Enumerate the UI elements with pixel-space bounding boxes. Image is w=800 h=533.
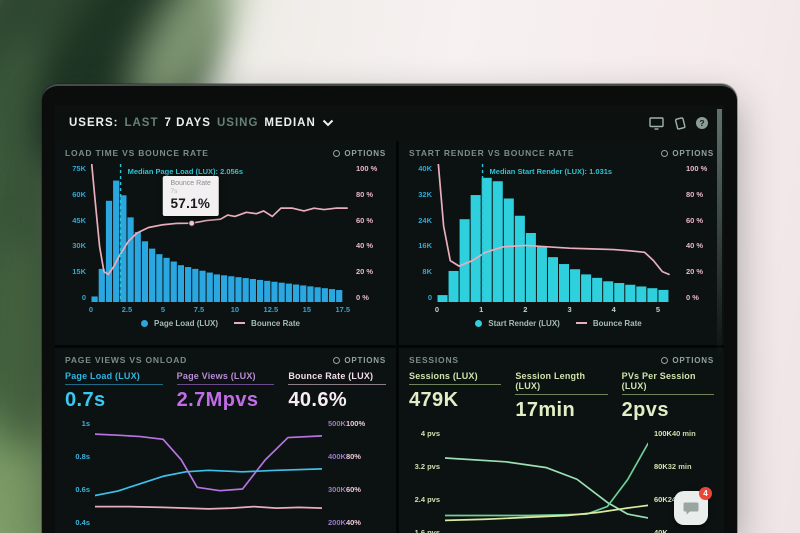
legend-line-icon — [575, 322, 587, 324]
panel-start-render: START RENDER VS BOUNCE RATE OPTIONS 40K 3… — [399, 141, 724, 345]
mobile-rotate-icon[interactable] — [673, 116, 687, 130]
laptop: USERS: LAST 7 DAYS USING MEDIAN ? — [42, 84, 737, 533]
metric-page-views[interactable]: Page Views (LUX) 2.7Mpvs — [176, 371, 275, 412]
median-annotation: Median Page Load (LUX): 2.056s — [127, 167, 244, 176]
desktop-icon[interactable] — [649, 116, 664, 130]
metric-value: 17min — [515, 399, 576, 421]
filter-segment: 7 DAYS — [164, 117, 211, 129]
metric-value: 2pvs — [621, 399, 669, 421]
chart-legend: Start Render (LUX) Bounce Rate — [437, 315, 680, 331]
y-axis-right: 100 % 80 % 60 % 40 % 20 % 0 % — [686, 164, 708, 302]
gear-icon — [333, 149, 341, 157]
users-filter-dropdown[interactable]: USERS: LAST 7 DAYS USING MEDIAN — [69, 117, 334, 129]
metric-value: 40.6% — [288, 389, 348, 411]
chat-widget-button[interactable]: 4 — [674, 487, 712, 525]
chart-legend: Page Load (LUX) Bounce Rate — [91, 315, 350, 331]
y-axis-left: 40K 32K 24K 16K 8K 0 — [418, 164, 432, 302]
panel-load-time: LOAD TIME VS BOUNCE RATE OPTIONS 75K 60K 4… — [55, 141, 396, 345]
metric-label: Bounce Rate (LUX) — [288, 371, 386, 385]
filter-segment: USERS: — [69, 117, 119, 129]
metric-row: Page Load (LUX) 0.7s Page Views (LUX) 2.… — [65, 371, 386, 412]
load-time-chart[interactable]: Median Page Load (LUX): 2.056s Bounce Ra… — [91, 164, 350, 302]
metric-label: Page Views (LUX) — [176, 371, 275, 385]
metric-value: 2.7Mpvs — [176, 389, 259, 411]
y-axis-left: 75K 60K 45K 30K 15K 0 — [72, 164, 86, 302]
y-axis-right: 100 % 80 % 60 % 40 % 20 % 0 % — [356, 164, 378, 302]
tooltip-value: 57.1% — [170, 196, 211, 212]
filter-segment: MEDIAN — [264, 117, 316, 129]
chart-tooltip: Bounce Rate 7s 57.1% — [162, 176, 219, 217]
x-axis: 0 2.5 5 7.5 10 12.5 15 17.5 — [88, 305, 351, 314]
top-bar-icons: ? — [649, 116, 708, 130]
legend-label: Bounce Rate — [592, 318, 642, 328]
metric-label: Sessions (LUX) — [409, 371, 502, 385]
options-label: OPTIONS — [672, 148, 714, 158]
options-label: OPTIONS — [672, 355, 714, 365]
metric-label: Session Length (LUX) — [515, 371, 608, 395]
start-render-chart[interactable]: Median Start Render (LUX): 1.031s — [437, 164, 680, 302]
gear-icon — [661, 149, 669, 157]
legend-dot-icon — [475, 319, 483, 327]
metric-label: Page Load (LUX) — [65, 371, 163, 385]
median-annotation: Median Start Render (LUX): 1.031s — [489, 167, 613, 176]
options-button[interactable]: OPTIONS — [661, 149, 714, 158]
y-axis-left: 4 pvs 3.2 pvs 2.4 pvs 1.6 pvs — [414, 429, 440, 533]
options-label: OPTIONS — [344, 355, 386, 365]
legend-label: Page Load (LUX) — [154, 318, 219, 328]
metric-pvs-per-session[interactable]: PVs Per Session (LUX) 2pvs — [621, 371, 714, 422]
page-views-chart[interactable] — [95, 417, 322, 533]
help-icon[interactable]: ? — [696, 117, 708, 129]
options-button[interactable]: OPTIONS — [333, 149, 386, 158]
y-axis-right: 500K100% 400K80% 300K60% 200K40% — [328, 419, 366, 527]
panel-page-views: PAGE VIEWS VS ONLOAD OPTIONS Page Load (… — [55, 348, 396, 533]
legend-dot-icon — [141, 319, 149, 327]
dashboard-screen: USERS: LAST 7 DAYS USING MEDIAN ? — [55, 105, 724, 533]
dashboard-grid: LOAD TIME VS BOUNCE RATE OPTIONS 75K 60K 4… — [55, 141, 724, 533]
filter-segment: LAST — [124, 117, 159, 129]
chat-bubble-icon — [683, 502, 699, 515]
legend-line-icon — [234, 322, 246, 324]
panel-title: LOAD TIME VS BOUNCE RATE — [65, 148, 209, 158]
metric-value: 0.7s — [65, 389, 106, 411]
tooltip-title: Bounce Rate — [170, 180, 211, 188]
panel-title: START RENDER VS BOUNCE RATE — [409, 148, 575, 158]
gear-icon — [333, 356, 341, 364]
options-label: OPTIONS — [344, 148, 386, 158]
panel-title: SESSIONS — [409, 355, 459, 365]
notification-badge: 4 — [699, 487, 712, 500]
legend-label: Start Render (LUX) — [488, 318, 560, 328]
metric-value: 479K — [409, 389, 459, 411]
top-bar: USERS: LAST 7 DAYS USING MEDIAN ? — [55, 105, 724, 141]
panel-sessions: SESSIONS OPTIONS Sessions (LUX) 479K Ses… — [399, 348, 724, 533]
metric-row: Sessions (LUX) 479K Session Length (LUX)… — [409, 371, 714, 422]
y-axis-left: 1s 0.8s 0.6s 0.4s — [75, 419, 90, 527]
sessions-chart[interactable] — [445, 427, 648, 533]
screen-glare — [717, 109, 722, 359]
legend-label: Bounce Rate — [251, 318, 300, 328]
metric-bounce-rate[interactable]: Bounce Rate (LUX) 40.6% — [288, 371, 386, 412]
options-button[interactable]: OPTIONS — [661, 356, 714, 365]
metric-sessions[interactable]: Sessions (LUX) 479K — [409, 371, 502, 422]
filter-segment: USING — [216, 117, 259, 129]
gear-icon — [661, 356, 669, 364]
chevron-down-icon — [322, 119, 333, 127]
metric-session-length[interactable]: Session Length (LUX) 17min — [515, 371, 608, 422]
tooltip-sub: 7s — [170, 188, 178, 196]
metric-page-load[interactable]: Page Load (LUX) 0.7s — [65, 371, 163, 412]
metric-label: PVs Per Session (LUX) — [621, 371, 714, 395]
panel-title: PAGE VIEWS VS ONLOAD — [65, 355, 188, 365]
options-button[interactable]: OPTIONS — [333, 356, 386, 365]
